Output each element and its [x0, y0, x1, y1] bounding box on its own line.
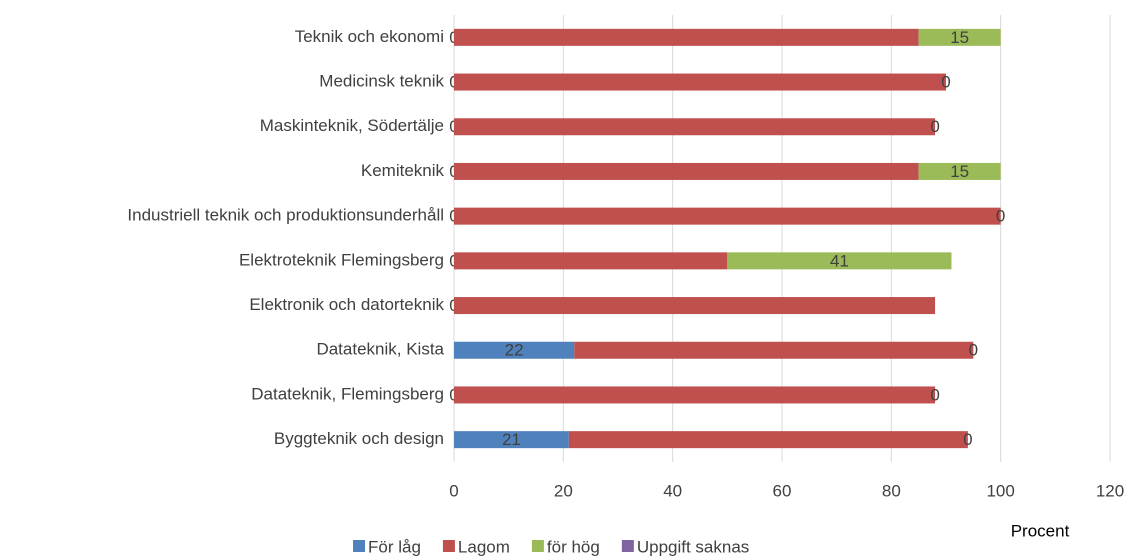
bar-segment — [918, 162, 1001, 180]
bar-segment — [454, 252, 728, 270]
data-label: 0 — [930, 385, 939, 404]
x-tick-label: 0 — [449, 481, 458, 500]
y-tick-label: Byggteknik och design — [274, 429, 444, 448]
x-tick-label: 40 — [663, 481, 682, 500]
legend-swatch — [353, 540, 365, 552]
x-tick-label: 60 — [773, 481, 792, 500]
y-tick-label: Teknik och ekonomi — [295, 27, 444, 46]
bar-segment — [454, 207, 1001, 225]
bar-segment — [918, 28, 1001, 46]
legend-label: För låg — [368, 537, 421, 556]
y-tick-label: Datateknik, Kista — [316, 340, 444, 359]
data-label: 0 — [930, 117, 939, 136]
y-tick-label: Maskinteknik, Södertälje — [260, 116, 444, 135]
x-axis-title: Procent — [1011, 521, 1070, 540]
bar-segment — [454, 162, 919, 180]
bar-segment — [454, 297, 936, 315]
data-label: 0 — [963, 430, 972, 449]
legend-swatch — [621, 540, 634, 552]
y-tick-label: Elektronik och datorteknik — [249, 295, 444, 314]
bar-segment — [454, 341, 575, 359]
y-tick-label: Elektroteknik Flemingsberg — [239, 250, 444, 269]
data-label: 41 — [830, 251, 849, 270]
bar-segment — [454, 118, 936, 136]
bar-segment — [454, 28, 919, 46]
data-label: 0 — [941, 73, 950, 92]
bar-segment — [574, 341, 974, 359]
x-tick-label: 20 — [554, 481, 573, 500]
x-tick-label: 100 — [986, 481, 1014, 500]
y-tick-label: Kemiteknik — [361, 161, 445, 180]
data-label: 0 — [969, 341, 978, 360]
x-tick-label: 120 — [1096, 481, 1124, 500]
data-label: 22 — [505, 341, 524, 360]
legend-swatch — [531, 540, 544, 552]
data-label: 21 — [502, 430, 521, 449]
bar-segment — [454, 386, 936, 404]
bar-segment — [568, 431, 968, 449]
legend-label: Uppgift saknas — [637, 537, 749, 556]
legend-swatch — [442, 540, 455, 552]
data-label: 15 — [950, 162, 969, 181]
bar-segment — [727, 252, 952, 270]
y-tick-label: Medicinsk teknik — [319, 72, 444, 91]
bar-segment — [454, 431, 569, 449]
data-label: 15 — [950, 28, 969, 47]
bar-segment — [454, 73, 946, 91]
y-tick-label: Datateknik, Flemingsberg — [251, 384, 444, 403]
legend-label: för hög — [547, 537, 600, 556]
data-label: 0 — [996, 207, 1005, 226]
legend-label: Lagom — [458, 537, 510, 556]
y-tick-label: Industriell teknik och produktionsunderh… — [127, 206, 444, 225]
x-tick-label: 80 — [882, 481, 901, 500]
